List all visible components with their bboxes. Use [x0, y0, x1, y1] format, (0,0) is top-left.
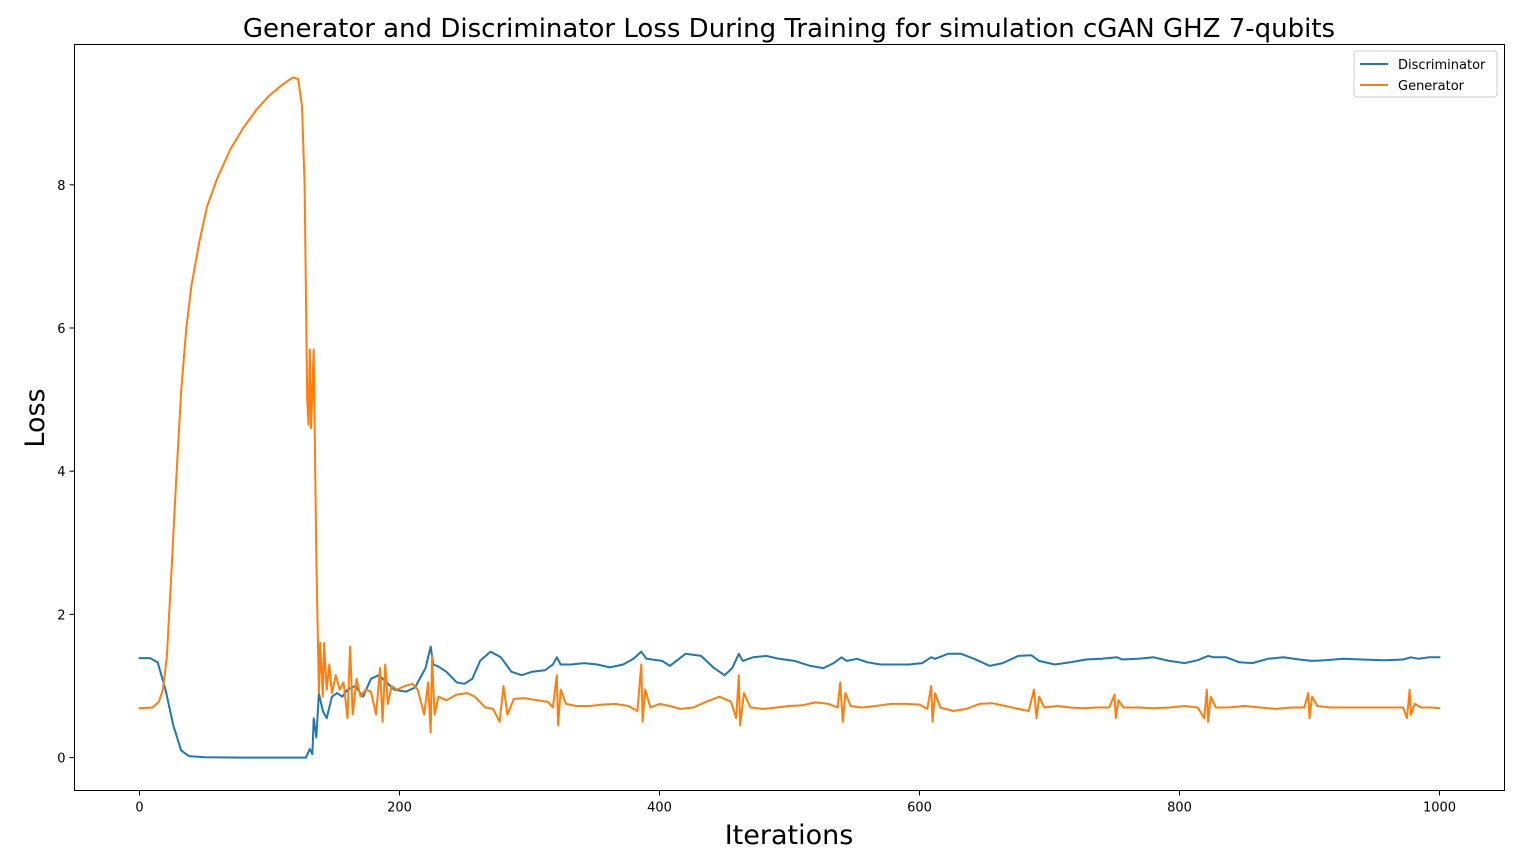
chart-title: Generator and Discriminator Loss During …: [243, 14, 1335, 44]
series-layer: [138, 76, 1441, 759]
series-line-discriminator: [138, 645, 1441, 759]
y-tick-label: 6: [57, 322, 65, 337]
legend-label-discriminator: Discriminator: [1398, 58, 1486, 73]
x-tick-label: 400: [647, 801, 672, 816]
plot-area-frame: [74, 44, 1505, 791]
y-axis-label: Loss: [20, 388, 51, 447]
legend-label-generator: Generator: [1398, 79, 1465, 94]
legend-box: [1353, 50, 1498, 98]
x-tick-label: 600: [907, 801, 932, 816]
x-axis-ticks: 0 200 400 600 800 1000: [135, 790, 1456, 816]
x-tick-label: 200: [387, 801, 412, 816]
x-tick-label: 0: [135, 801, 143, 816]
x-tick-label: 1000: [1423, 801, 1456, 816]
y-tick-label: 2: [57, 608, 65, 623]
y-tick-label: 8: [57, 179, 65, 194]
y-tick-label: 0: [57, 752, 65, 767]
legend: Discriminator Generator: [1353, 50, 1498, 98]
x-tick-label: 800: [1167, 801, 1192, 816]
y-axis-ticks: 0 2 4 6 8: [57, 179, 75, 767]
x-axis-label: Iterations: [725, 820, 854, 851]
series-line-generator: [138, 76, 1441, 734]
y-tick-label: 4: [57, 465, 65, 480]
